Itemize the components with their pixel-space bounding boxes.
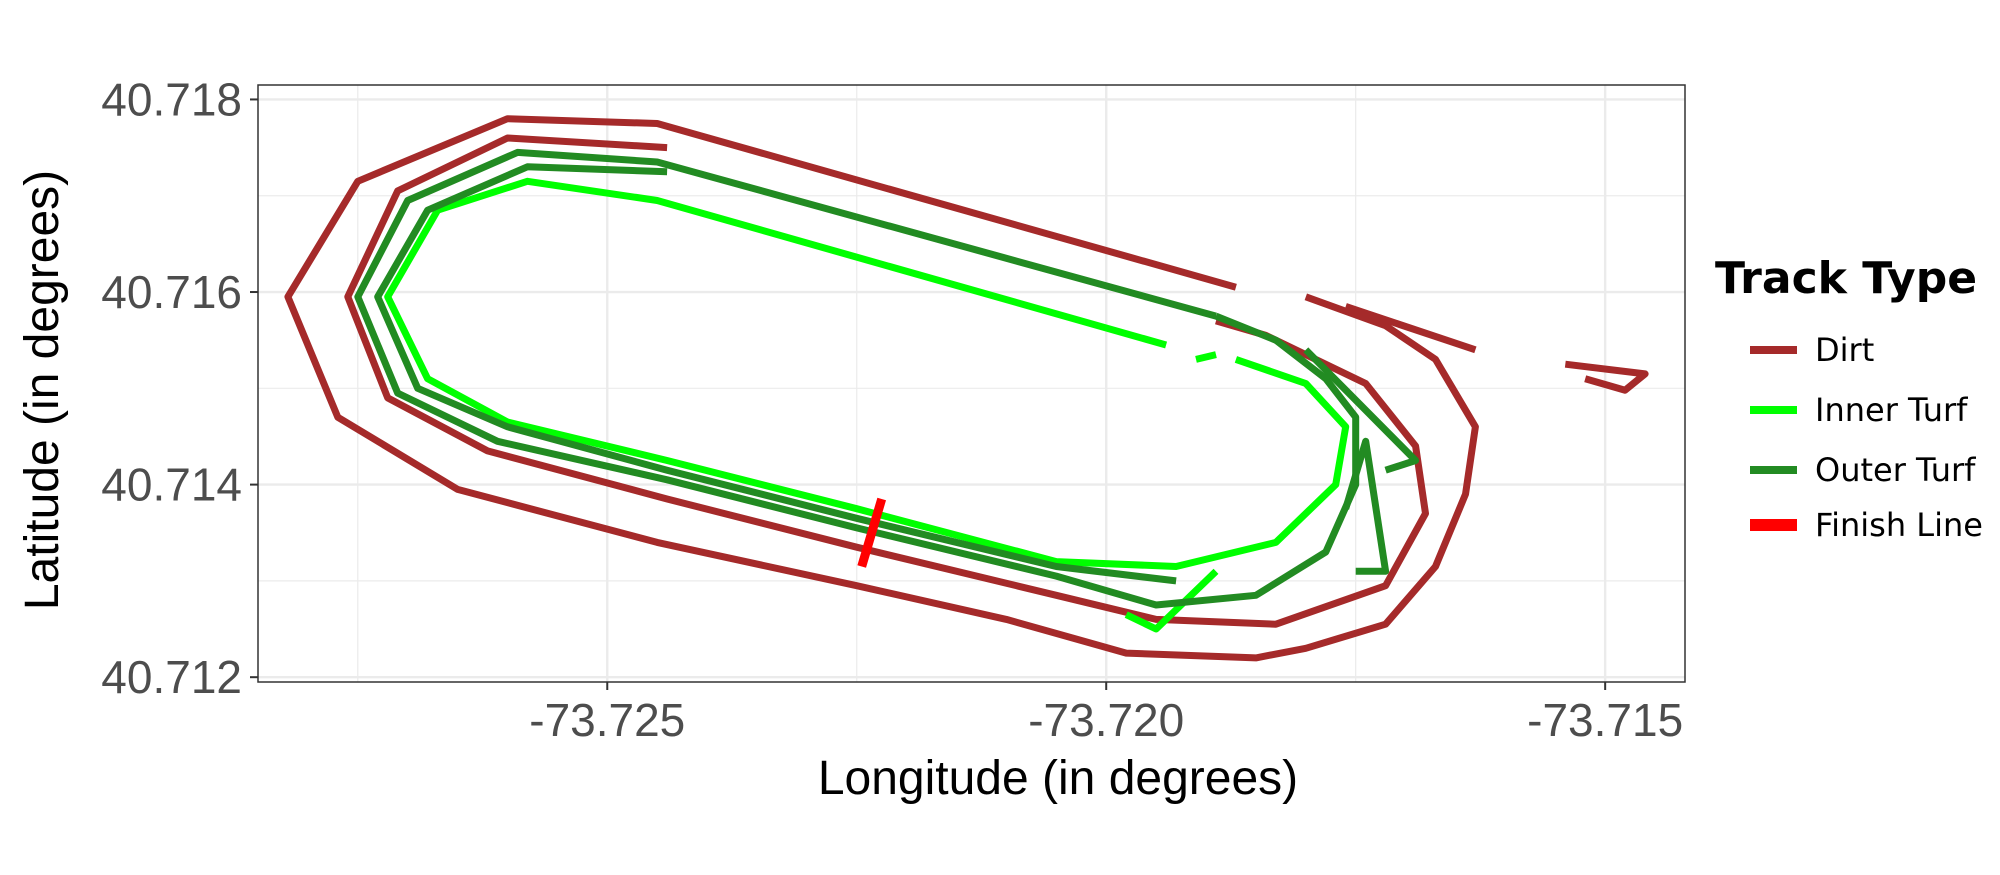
series-layer (284, 115, 1649, 662)
legend-label: Outer Turf (1815, 451, 1976, 489)
legend-entry-inner-turf: Inner Turf (1750, 391, 1968, 429)
legend-title: Track Type (1715, 253, 1977, 304)
plot-area: -73.725 -73.720 -73.715 40.712 40.714 40.716 4… (101, 73, 1686, 746)
y-tick-label: 40.714 (101, 459, 242, 511)
series-dirt (284, 115, 1649, 662)
outer-turf-path (1342, 437, 1390, 575)
dirt-path (1564, 360, 1649, 394)
y-axis-title: Latitude (in degrees) (16, 170, 69, 610)
legend-label: Inner Turf (1815, 391, 1968, 429)
outer-turf-path (1303, 347, 1420, 474)
x-axis-title: Longitude (in degrees) (818, 752, 1298, 805)
y-tick-label: 40.718 (101, 73, 242, 125)
outer-turf-path (374, 163, 1177, 585)
series-finish-line (857, 497, 887, 568)
legend-entries: Dirt Inner Turf Outer Turf Finish Line (1750, 331, 1983, 544)
legend-entry-outer-turf: Outer Turf (1750, 451, 1976, 489)
x-tick-label: -73.725 (529, 694, 685, 746)
x-tick-label: -73.720 (1028, 694, 1184, 746)
series-inner-turf (384, 177, 1350, 633)
dirt-path (1344, 303, 1477, 354)
inner-turf-path (1124, 568, 1219, 633)
finish-line-path (857, 497, 887, 568)
y-tick-label: 40.712 (101, 651, 242, 703)
panel-border (257, 84, 1686, 683)
axis-ticks (250, 98, 1607, 690)
series-outer-turf (354, 148, 1420, 609)
legend: Track Type Dirt Inner Turf Outer Turf Finis… (1715, 253, 1983, 544)
dirt-path (344, 134, 1429, 628)
outer-turf-path (354, 148, 1360, 609)
legend-entry-dirt: Dirt (1750, 331, 1874, 369)
tick-labels: -73.725 -73.720 -73.715 40.712 40.714 40.716 4… (101, 73, 1683, 746)
y-tick-label: 40.716 (101, 266, 242, 318)
legend-label: Dirt (1815, 331, 1874, 369)
legend-label: Finish Line (1815, 506, 1983, 544)
legend-entry-finish-line: Finish Line (1750, 506, 1983, 544)
inner-turf-path (384, 177, 1350, 570)
x-tick-label: -73.715 (1527, 694, 1683, 746)
dirt-path (284, 115, 1479, 662)
inner-turf-path (1195, 351, 1217, 363)
